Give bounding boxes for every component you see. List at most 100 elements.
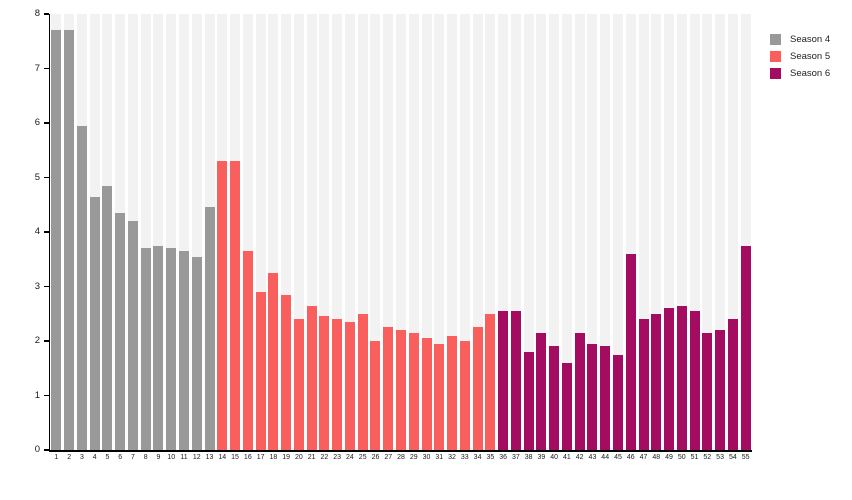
- x-tick-label-52: 52: [703, 454, 712, 461]
- x-tick-label-5: 5: [105, 454, 110, 461]
- bar-episode-13: [204, 207, 215, 450]
- x-tick-label-26: 26: [371, 454, 380, 461]
- y-tick-label-1: 1: [34, 389, 40, 401]
- bar-episode-22: [319, 316, 330, 450]
- x-tick-label-43: 43: [588, 454, 597, 461]
- column-background-stripe: [242, 14, 253, 450]
- y-tick-label-6: 6: [34, 117, 40, 128]
- bar-episode-55: [740, 245, 751, 450]
- bar-episode-37: [510, 311, 521, 450]
- column-background-stripe: [408, 14, 419, 450]
- column-background-stripe: [459, 14, 470, 450]
- legend-label-season-6: Season 6: [790, 68, 831, 79]
- bar-episode-43: [587, 343, 598, 450]
- x-tick-label-17: 17: [256, 454, 265, 461]
- x-tick-label-3: 3: [79, 454, 84, 461]
- column-background-stripe: [421, 14, 432, 450]
- y-tick-label-0: 0: [34, 444, 40, 455]
- bar-episode-36: [498, 311, 509, 450]
- x-tick-label-24: 24: [346, 454, 354, 461]
- x-tick-label-41: 41: [563, 454, 571, 461]
- legend-item-season-5: Season 5: [770, 48, 830, 65]
- bar-episode-8: [140, 248, 151, 450]
- column-background-stripe: [498, 14, 509, 450]
- x-tick-label-15: 15: [231, 454, 239, 461]
- bar-episode-2: [64, 30, 75, 450]
- x-tick-label-29: 29: [409, 454, 418, 461]
- bar-episode-54: [727, 319, 738, 450]
- x-tick-label-54: 54: [728, 454, 737, 461]
- bar-episode-29: [408, 332, 419, 450]
- column-background-stripe: [166, 14, 177, 450]
- x-tick-label-32: 32: [448, 454, 456, 461]
- column-background-stripe: [702, 14, 713, 450]
- bar-episode-48: [651, 313, 662, 450]
- x-tick-label-39: 39: [537, 454, 546, 461]
- bar-episode-53: [715, 330, 726, 450]
- bar-episode-4: [89, 196, 100, 450]
- bar-episode-46: [625, 253, 636, 450]
- y-tick-mark-6: [43, 122, 49, 124]
- column-background-stripe: [319, 14, 330, 450]
- x-tick-label-38: 38: [524, 454, 533, 461]
- x-tick-label-25: 25: [358, 454, 367, 461]
- bar-episode-10: [166, 248, 177, 450]
- x-tick-label-30: 30: [422, 454, 431, 461]
- bar-episode-11: [179, 251, 190, 450]
- x-tick-label-4: 4: [92, 454, 97, 461]
- x-tick-label-33: 33: [460, 454, 469, 461]
- y-axis-line: [48, 14, 50, 451]
- y-tick-mark-0: [43, 449, 49, 451]
- column-background-stripe: [715, 14, 726, 450]
- bar-episode-51: [689, 311, 700, 450]
- y-tick-label-5: 5: [34, 171, 40, 183]
- x-tick-label-14: 14: [218, 454, 227, 461]
- column-background-stripe: [472, 14, 483, 450]
- x-tick-label-28: 28: [397, 454, 405, 461]
- y-tick-label-2: 2: [34, 335, 40, 346]
- x-tick-label-21: 21: [307, 454, 316, 461]
- x-tick-label-6: 6: [118, 454, 123, 461]
- column-background-stripe: [727, 14, 738, 450]
- column-background-stripe: [625, 14, 636, 450]
- bar-episode-39: [536, 332, 547, 450]
- bar-episode-19: [281, 294, 292, 450]
- x-tick-label-48: 48: [652, 454, 661, 461]
- bar-episode-31: [434, 343, 445, 450]
- column-background-stripe: [561, 14, 572, 450]
- bar-episode-34: [472, 327, 483, 450]
- bar-episode-18: [268, 272, 279, 450]
- bar-episode-25: [357, 313, 368, 450]
- bar-episode-28: [396, 330, 406, 450]
- column-background-stripe: [153, 14, 164, 450]
- x-tick-label-47: 47: [639, 454, 648, 461]
- y-tick-mark-1: [43, 394, 49, 397]
- y-tick-mark-7: [43, 67, 49, 70]
- column-background-stripe: [536, 14, 547, 450]
- x-tick-label-11: 11: [180, 454, 188, 461]
- x-tick-label-8: 8: [143, 454, 148, 461]
- x-tick-label-35: 35: [486, 454, 495, 461]
- bar-episode-47: [638, 319, 649, 450]
- bar-episode-3: [76, 125, 87, 450]
- x-tick-label-49: 49: [665, 454, 673, 461]
- x-tick-label-22: 22: [320, 454, 329, 461]
- bar-episode-35: [485, 313, 496, 450]
- column-background-stripe: [396, 14, 406, 450]
- y-tick-label-3: 3: [34, 280, 40, 292]
- column-background-stripe: [332, 14, 343, 450]
- legend: Season 4 Season 5 Season 6: [770, 31, 830, 82]
- column-background-stripe: [638, 14, 649, 450]
- x-tick-label-50: 50: [677, 454, 686, 461]
- bar-episode-44: [600, 346, 611, 450]
- x-tick-label-36: 36: [499, 454, 507, 461]
- x-tick-label-12: 12: [192, 454, 201, 461]
- bar-episode-32: [447, 335, 458, 450]
- x-tick-label-55: 55: [741, 454, 750, 461]
- bar-episode-45: [612, 354, 623, 450]
- column-background-stripe: [676, 14, 687, 450]
- bar-episode-30: [421, 338, 432, 450]
- bar-episode-49: [664, 308, 675, 450]
- x-tick-label-42: 42: [575, 454, 584, 461]
- bar-episode-41: [561, 362, 572, 450]
